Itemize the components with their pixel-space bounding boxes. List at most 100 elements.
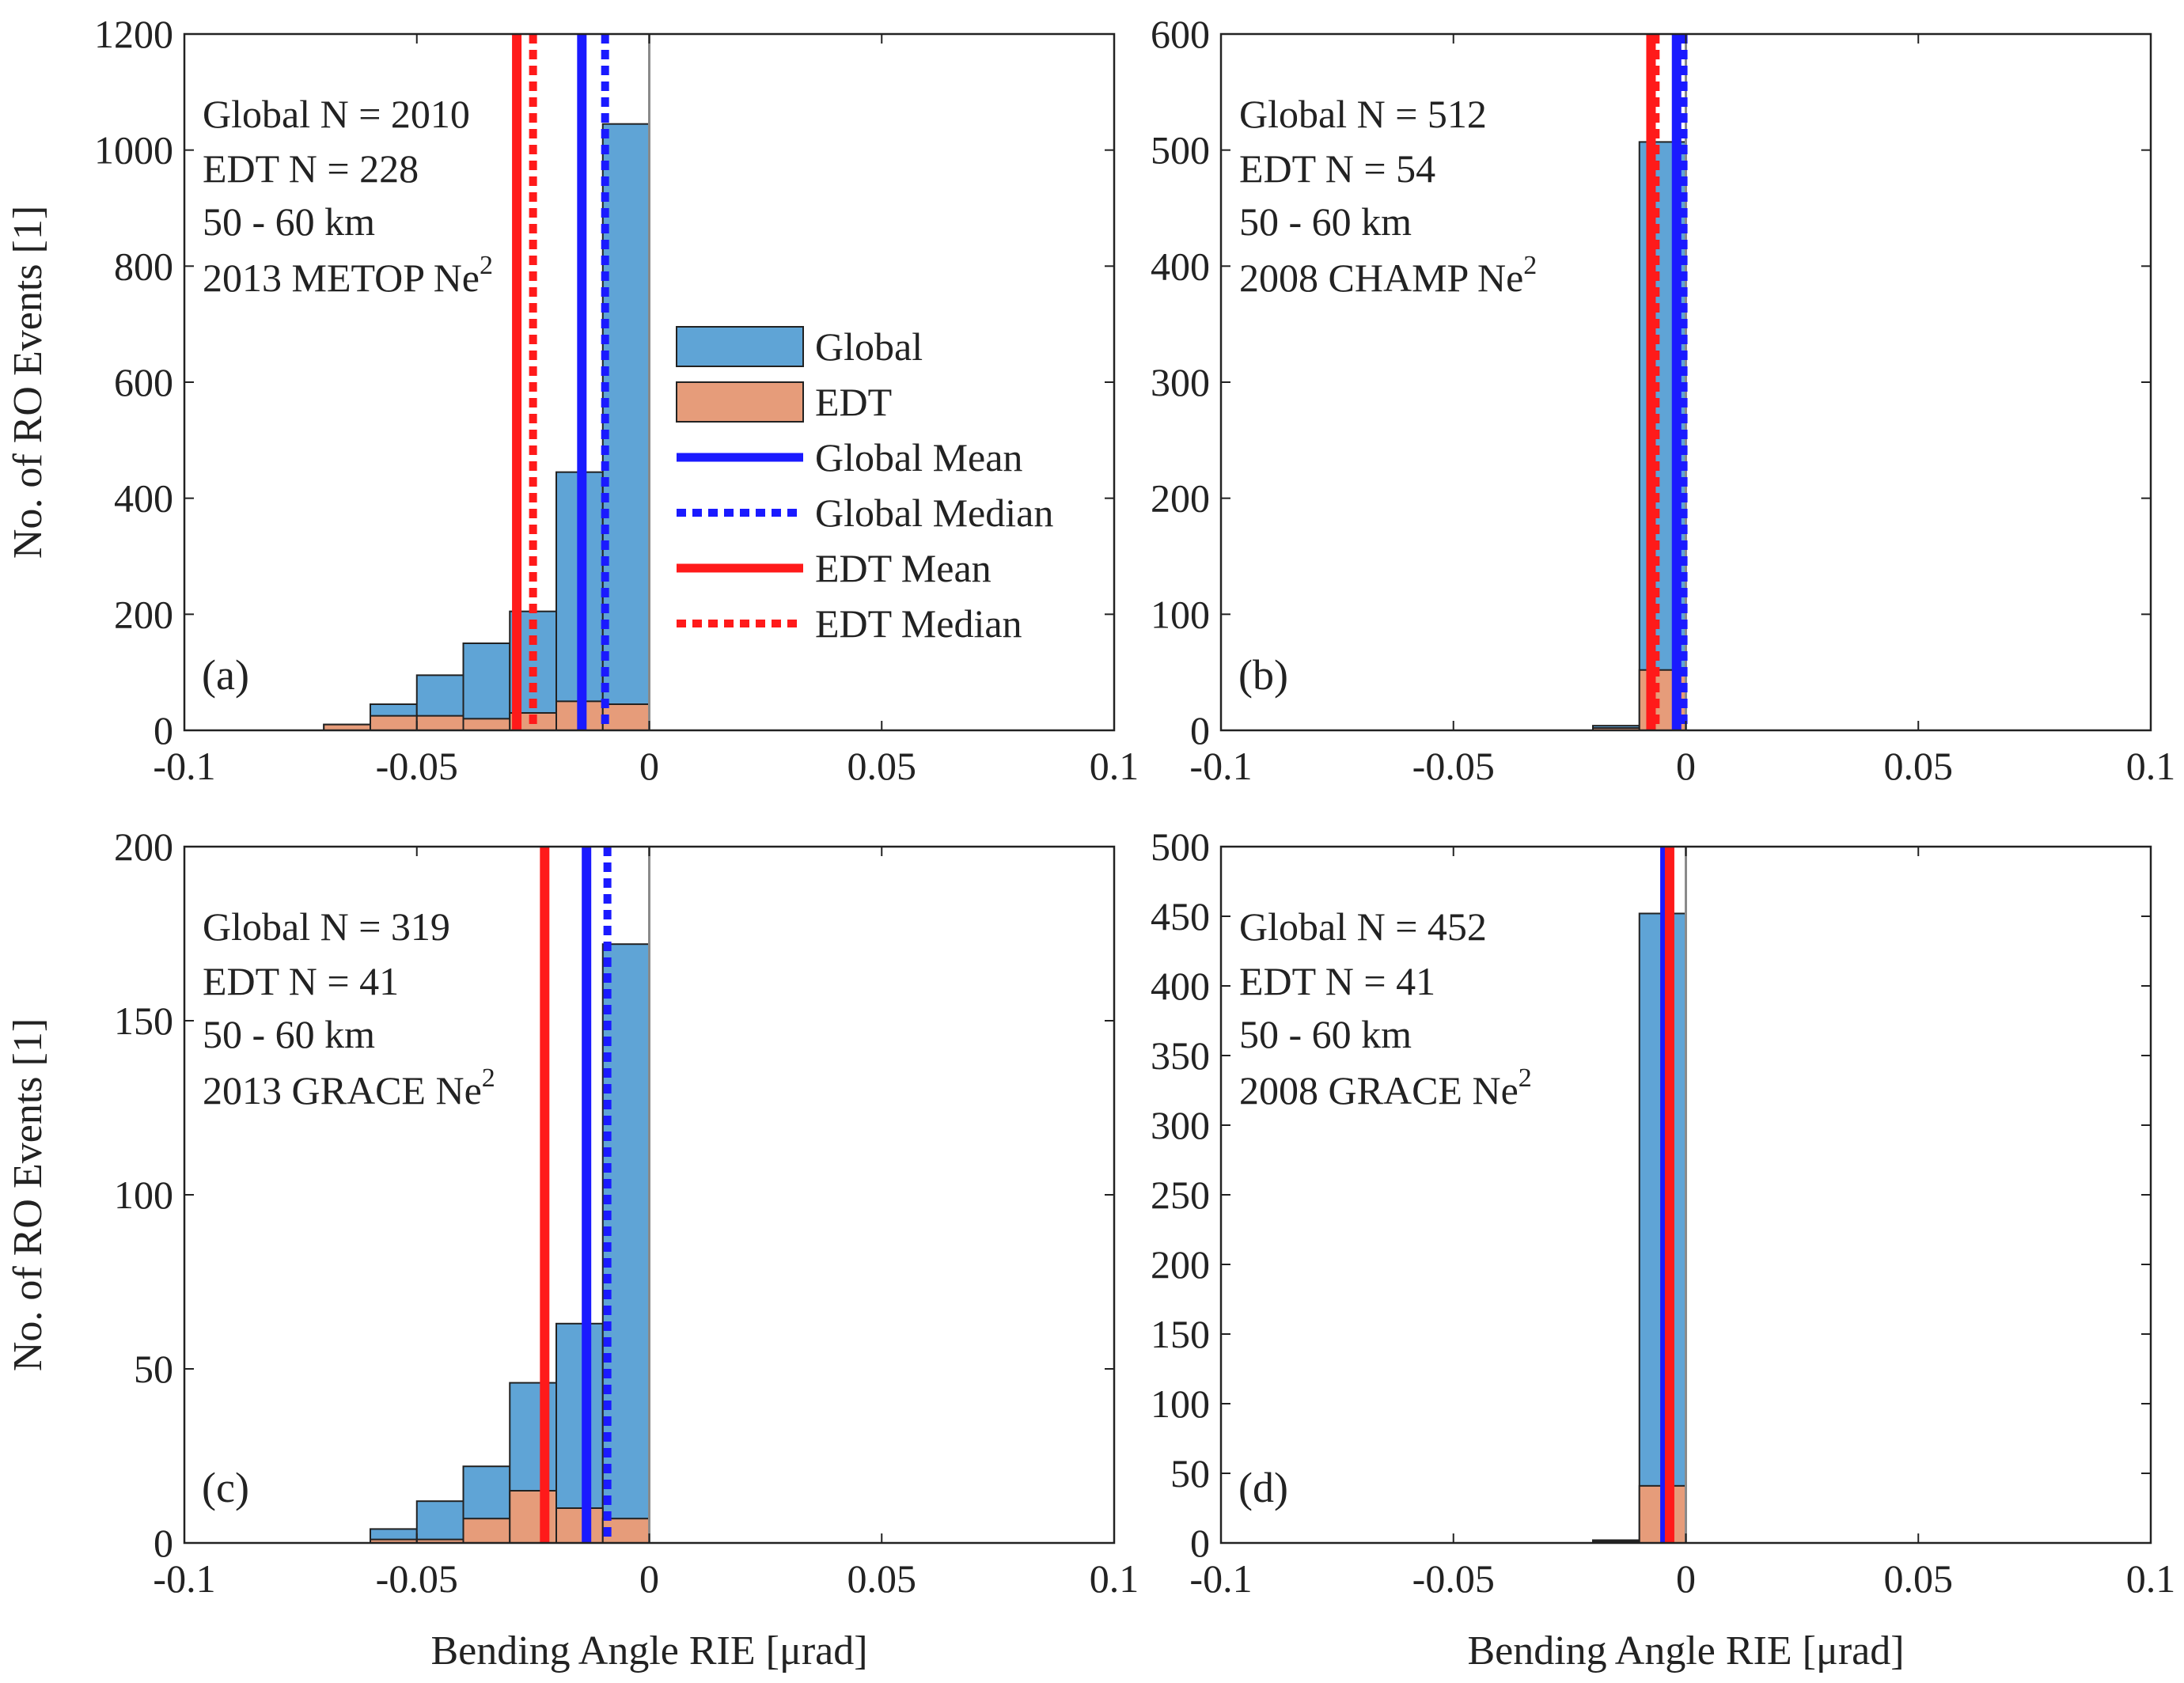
y-tick-label: 200	[114, 824, 173, 869]
legend-label: EDT Median	[815, 601, 1022, 646]
y-tick-label: 50	[1170, 1451, 1210, 1495]
annotation-dataset: 2008 GRACE Ne2	[1239, 1063, 1532, 1113]
panel-label: (d)	[1238, 1464, 1288, 1511]
y-tick-label: 200	[1151, 476, 1210, 521]
edt-bar-4	[370, 715, 418, 732]
annotation-dataset-name: 2013 GRACE Ne	[203, 1068, 482, 1113]
annotation-superscript: 2	[1519, 1063, 1532, 1093]
legend-entry-global: Global	[676, 324, 923, 369]
edt-bar-8	[555, 1507, 604, 1544]
global-bar-9	[601, 123, 650, 731]
y-tick-label: 500	[1151, 824, 1210, 869]
x-axis-label: Bending Angle RIE [μrad]	[430, 1628, 867, 1674]
y-tick-label: 800	[114, 244, 173, 288]
annotation-line-2: EDT N = 228	[203, 146, 419, 191]
y-axis-label: No. of RO Events [1]	[6, 206, 51, 559]
x-tick-label: -0.1	[1189, 744, 1252, 788]
edt-bar-5	[415, 715, 464, 732]
x-tick-label: 0.1	[2126, 744, 2176, 788]
annotation-dataset-name: 2008 CHAMP Ne	[1239, 256, 1523, 300]
y-tick-label: 500	[1151, 128, 1210, 172]
legend-entry-edt-median: EDT Median	[677, 601, 1022, 646]
annotation-line-2: EDT N = 54	[1239, 146, 1435, 191]
y-tick-label: 1000	[94, 128, 173, 172]
annotation-line-3: 50 - 60 km	[203, 1012, 375, 1056]
legend-entry-edt: EDT	[676, 380, 892, 424]
legend-entry-edt-mean: EDT Mean	[677, 546, 992, 590]
annotation-line-2: EDT N = 41	[203, 959, 399, 1003]
x-tick-label: 0.05	[1884, 744, 1954, 788]
y-tick-label: 300	[1151, 360, 1210, 404]
legend-label: EDT Mean	[815, 546, 992, 590]
legend-label: EDT	[815, 380, 892, 424]
x-tick-label: 0	[1676, 1556, 1696, 1601]
global-bar-8	[555, 1322, 604, 1545]
edt-bar-6	[462, 718, 511, 731]
annotation-line-1: Global N = 319	[203, 904, 450, 949]
annotation-dataset-name: 2008 GRACE Ne	[1239, 1068, 1519, 1113]
x-tick-label: -0.05	[376, 744, 458, 788]
y-tick-label: 600	[114, 360, 173, 404]
legend-swatch	[676, 381, 804, 423]
y-tick-label: 50	[134, 1347, 173, 1391]
x-tick-label: -0.1	[153, 744, 215, 788]
y-tick-label: 200	[1151, 1242, 1210, 1287]
legend-label: Global Mean	[815, 435, 1022, 480]
y-tick-label: 250	[1151, 1173, 1210, 1217]
edt-bar-6	[462, 1518, 511, 1544]
x-tick-label: 0.1	[1090, 744, 1139, 788]
global-bar-5	[415, 1500, 464, 1544]
y-tick-label: 300	[1151, 1103, 1210, 1147]
x-tick-label: -0.05	[1412, 744, 1495, 788]
panel-label: (a)	[202, 651, 249, 699]
legend: Global EDT Global Mean Global Median EDT Mea…	[676, 324, 1053, 646]
global-bar-6	[462, 642, 511, 731]
annotation-line-1: Global N = 452	[1239, 904, 1487, 949]
x-tick-label: -0.1	[1189, 1556, 1252, 1601]
annotation-dataset-name: 2013 METOP Ne	[203, 256, 480, 300]
annotation-line-3: 50 - 60 km	[203, 199, 375, 244]
legend-label: Global Median	[815, 491, 1053, 535]
annotation-line-3: 50 - 60 km	[1239, 199, 1412, 244]
x-tick-label: 0	[639, 744, 659, 788]
y-tick-label: 450	[1151, 894, 1210, 938]
y-tick-label: 150	[114, 999, 173, 1043]
annotation-superscript: 2	[1523, 251, 1537, 280]
legend-label: Global	[815, 324, 923, 369]
panel-label: (b)	[1238, 651, 1288, 699]
y-tick-label: 150	[1151, 1312, 1210, 1356]
annotation-line-1: Global N = 2010	[203, 92, 470, 136]
y-tick-label: 0	[1190, 1521, 1210, 1565]
annotation-line-2: EDT N = 41	[1239, 959, 1435, 1003]
y-tick-label: 0	[154, 708, 173, 752]
x-tick-label: -0.05	[1412, 1556, 1495, 1601]
annotation-dataset: 2013 GRACE Ne2	[203, 1063, 495, 1113]
x-tick-label: 0.05	[847, 1556, 917, 1601]
y-tick-label: 400	[114, 476, 173, 521]
y-tick-label: 0	[154, 1521, 173, 1565]
edt-bar-9	[601, 703, 650, 731]
x-tick-label: 0.05	[1884, 1556, 1954, 1601]
x-axis-label: Bending Angle RIE [μrad]	[1467, 1628, 1904, 1674]
y-axis-label: No. of RO Events [1]	[6, 1018, 51, 1371]
x-tick-label: 0.1	[2126, 1556, 2176, 1601]
x-tick-label: 0	[1676, 744, 1696, 788]
annotation-line-1: Global N = 512	[1239, 92, 1487, 136]
annotation-dataset: 2013 METOP Ne2	[203, 251, 493, 300]
y-tick-label: 100	[1151, 1382, 1210, 1426]
y-tick-label: 100	[1151, 592, 1210, 636]
panel-d: -0.1 -0.05 0 0.05 0.1 0 50 100 150 200 250 300 350 40…	[1151, 824, 2175, 1674]
y-tick-label: 400	[1151, 244, 1210, 288]
legend-entry-global-median: Global Median	[677, 491, 1053, 535]
panel-label: (c)	[202, 1464, 249, 1511]
annotation-superscript: 2	[480, 251, 493, 280]
y-tick-label: 600	[1151, 12, 1210, 56]
panel-c: -0.1 -0.05 0 0.05 0.1 0 50 100 150 200 Global N = …	[6, 824, 1139, 1674]
y-tick-label: 1200	[94, 12, 173, 56]
y-tick-label: 400	[1151, 964, 1210, 1008]
panel-a: -0.1 -0.05 0 0.05 0.1 0 200 400 600 800 1000 1200 Gl…	[6, 12, 1139, 788]
y-tick-label: 350	[1151, 1033, 1210, 1078]
y-tick-label: 100	[114, 1173, 173, 1217]
annotation-superscript: 2	[482, 1063, 495, 1093]
